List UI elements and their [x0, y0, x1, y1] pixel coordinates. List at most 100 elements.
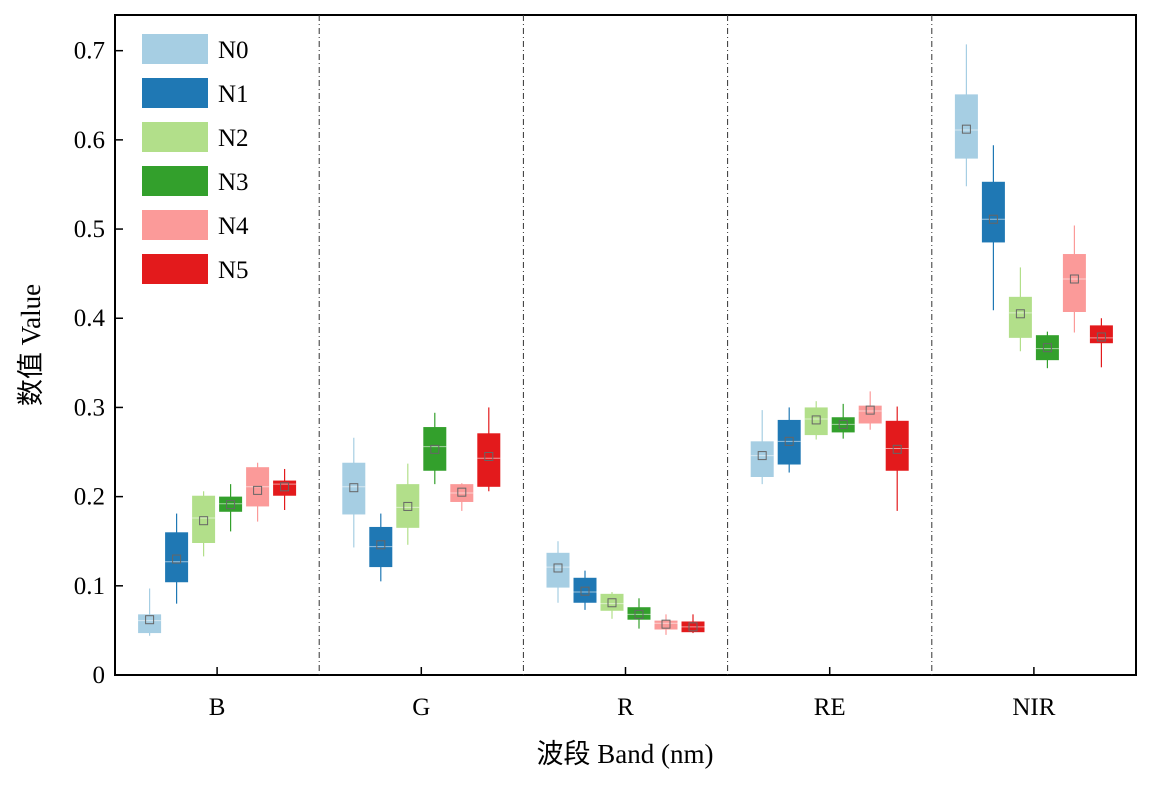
mean-marker-N3-NIR	[1042, 343, 1052, 353]
box-N5-RE	[885, 406, 909, 511]
legend-swatch-N0	[142, 34, 208, 64]
box-N0-G	[342, 437, 366, 548]
box-N1-G	[369, 513, 393, 582]
box-N3-B	[219, 484, 243, 532]
iqr-box-N4-R	[654, 620, 678, 630]
mean-marker-N2-R	[607, 598, 617, 608]
mean-marker-N1-B	[172, 554, 182, 564]
mean-marker-N2-B	[199, 516, 209, 526]
box-N5-B	[273, 468, 297, 510]
box-N2-R	[600, 592, 624, 619]
iqr-box-N1-R	[573, 577, 597, 603]
mean-marker-N5-RE	[892, 444, 902, 454]
legend-label-N5: N5	[218, 257, 249, 284]
y-tick-label-7: 0.7	[74, 38, 105, 65]
mean-marker-N1-G	[376, 540, 386, 550]
box-N2-RE	[804, 401, 828, 440]
x-tick-label-0: B	[209, 694, 226, 721]
mean-marker-N0-NIR	[961, 124, 971, 134]
mean-marker-N1-R	[580, 586, 590, 596]
mean-marker-N4-B	[253, 485, 263, 495]
mean-marker-N4-RE	[865, 405, 875, 415]
box-N4-G	[450, 483, 474, 511]
box-N4-B	[246, 462, 270, 522]
x-tick-label-4: NIR	[1012, 694, 1055, 721]
box-N3-R	[627, 598, 651, 629]
iqr-box-N2-R	[600, 593, 624, 611]
mean-marker-N0-RE	[757, 451, 767, 461]
iqr-box-N0-NIR	[954, 94, 978, 159]
iqr-box-N1-RE	[777, 419, 801, 465]
legend-label-N1: N1	[218, 81, 249, 108]
legend-swatch-N1	[142, 78, 208, 108]
y-axis-title: 数值 Value	[16, 284, 46, 406]
box-N2-NIR	[1008, 267, 1032, 352]
box-N5-NIR	[1089, 318, 1113, 368]
iqr-box-N3-R	[627, 607, 651, 620]
iqr-box-N3-G	[423, 427, 447, 471]
x-axis-title: 波段 Band (nm)	[537, 739, 714, 769]
legend-swatch-N2	[142, 122, 208, 152]
mean-marker-N1-NIR	[988, 214, 998, 224]
mean-marker-N0-R	[553, 563, 563, 573]
box-N5-R	[681, 614, 705, 634]
box-N4-NIR	[1062, 225, 1086, 333]
mean-marker-N1-RE	[784, 436, 794, 446]
iqr-box-N2-G	[396, 484, 420, 528]
iqr-box-N2-B	[192, 495, 216, 543]
x-axis: B G R RE NIR	[209, 667, 1056, 721]
box-N3-G	[423, 412, 447, 485]
legend-label-N3: N3	[218, 169, 249, 196]
mean-marker-N5-B	[280, 482, 290, 492]
box-N4-RE	[858, 391, 882, 430]
y-tick-label-2: 0.2	[74, 484, 105, 511]
box-N0-R	[546, 541, 570, 603]
y-tick-label-5: 0.5	[74, 216, 105, 243]
mean-marker-N4-R	[661, 619, 671, 629]
box-N3-RE	[831, 403, 855, 439]
x-tick-label-2: R	[617, 694, 634, 721]
iqr-box-N0-R	[546, 552, 570, 588]
mean-marker-N4-NIR	[1069, 274, 1079, 284]
x-tick-label-3: RE	[814, 694, 846, 721]
iqr-box-N5-NIR	[1089, 325, 1113, 344]
box-N1-NIR	[981, 145, 1005, 311]
legend: N0 N1 N2 N3 N4 N5	[142, 34, 249, 284]
mean-marker-N5-NIR	[1096, 332, 1106, 342]
iqr-box-N0-G	[342, 462, 366, 515]
mean-marker-N3-B	[226, 500, 236, 510]
box-N1-R	[573, 570, 597, 610]
mean-marker-N2-G	[403, 501, 413, 511]
iqr-box-N3-NIR	[1035, 335, 1059, 361]
box-N2-B	[192, 491, 216, 557]
mean-marker-N5-R	[688, 622, 698, 632]
legend-label-N2: N2	[218, 125, 249, 152]
legend-label-N4: N4	[218, 213, 249, 240]
plot-area-frame	[114, 14, 1137, 676]
legend-swatch-N3	[142, 166, 208, 196]
mean-marker-N0-B	[145, 615, 155, 625]
mean-marker-N2-RE	[811, 415, 821, 425]
box-N5-G	[477, 407, 501, 492]
legend-swatch-N5	[142, 254, 208, 284]
mean-marker-N3-R	[634, 609, 644, 619]
box-N0-B	[138, 588, 162, 636]
y-axis: 0 0.1 0.2 0.3 0.4 0.5 0.6 0.7	[74, 38, 123, 689]
iqr-box-N1-NIR	[981, 181, 1005, 243]
boxes-layer	[138, 44, 1113, 636]
band-separators	[318, 15, 933, 675]
box-N4-R	[654, 614, 678, 635]
iqr-box-N1-B	[165, 532, 189, 583]
box-N1-B	[165, 513, 189, 604]
y-tick-label-0: 0	[93, 662, 106, 689]
legend-label-N0: N0	[218, 37, 249, 64]
iqr-box-N2-RE	[804, 407, 828, 436]
box-N0-RE	[750, 410, 774, 485]
box-N2-G	[396, 463, 420, 545]
mean-marker-N3-G	[430, 444, 440, 454]
y-tick-label-4: 0.4	[74, 305, 106, 332]
mean-marker-N3-RE	[838, 419, 848, 429]
box-N0-NIR	[954, 44, 978, 187]
legend-swatch-N4	[142, 210, 208, 240]
x-tick-label-1: G	[412, 694, 430, 721]
